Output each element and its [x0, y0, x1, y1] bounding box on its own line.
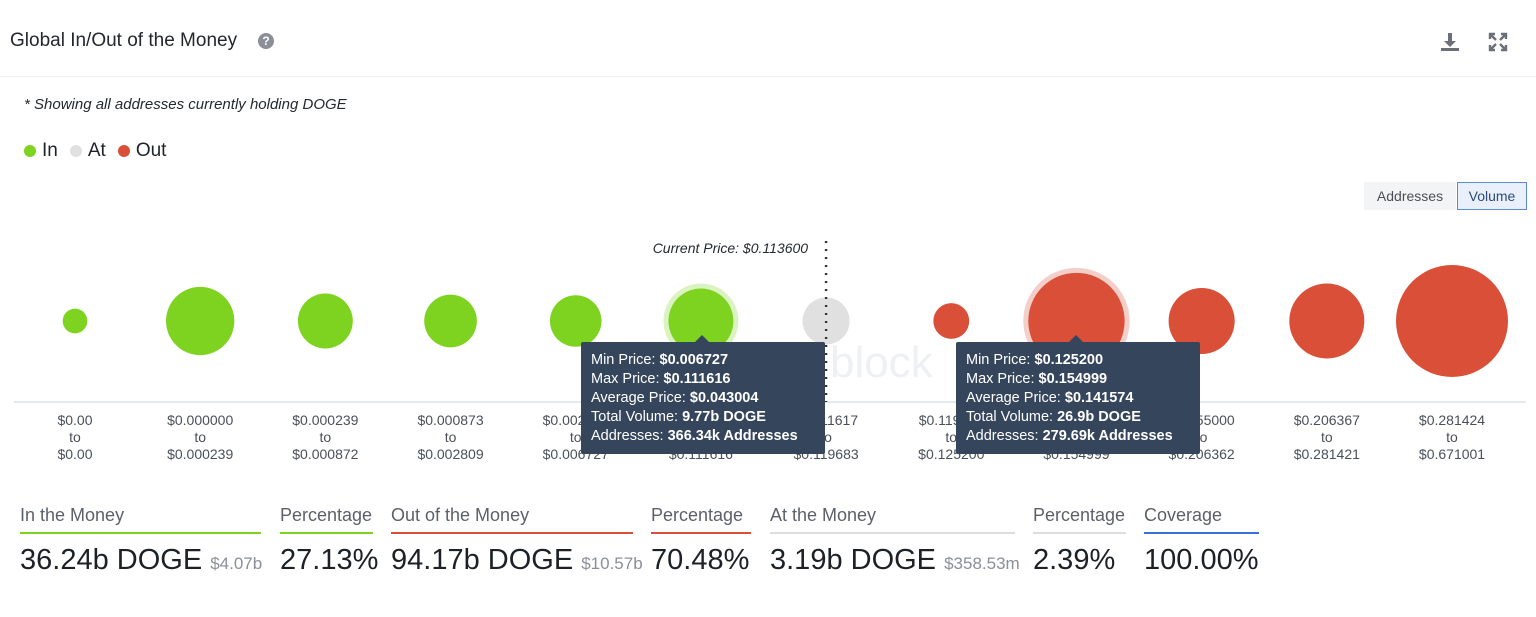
range-to-word: to	[444, 429, 457, 445]
bubble-out[interactable]	[1168, 287, 1235, 355]
range-to-word: to	[569, 429, 582, 445]
tooltip-addresses: Addresses: 279.69k Addresses	[966, 428, 1173, 444]
stat-value: 94.17b DOGE $10.57b	[391, 544, 643, 576]
range-label: $0.206367 to $0.281421	[1267, 412, 1387, 463]
stat-label: Percentage	[651, 505, 751, 534]
range-to-word: to	[820, 429, 832, 445]
question-circle-icon[interactable]: ?	[258, 33, 274, 49]
bubble-in[interactable]	[297, 293, 353, 349]
stat-value: 27.13%	[280, 544, 379, 576]
tooltip-arrow	[695, 335, 709, 342]
chart-header: Global In/Out of the Money ?	[0, 0, 1536, 77]
range-to-word: to	[1446, 429, 1458, 445]
bubble-out[interactable]	[1396, 265, 1508, 377]
range-label: $0.000000 to $0.000239	[140, 412, 260, 463]
legend-label-at: At	[87, 140, 106, 161]
stat-out-of-the-money: Out of the Money 94.17b DOGE $10.57b	[391, 505, 643, 577]
stat-label: At the Money	[770, 505, 1015, 534]
range-label: $0.281424 to $0.671001	[1392, 412, 1512, 463]
bubble-at[interactable]	[802, 297, 850, 345]
legend-label-out: Out	[135, 140, 167, 161]
addresses-toggle-button[interactable]: Addresses	[1364, 182, 1456, 210]
stat-at-the-money: At the Money 3.19b DOGE $358.53m	[770, 505, 1020, 577]
stat-out-percentage: Percentage 70.48%	[651, 505, 751, 577]
range-from: $0.00	[57, 412, 93, 428]
stat-value: 100.00%	[1144, 544, 1259, 576]
legend-dot-out	[117, 145, 130, 157]
range-to-word: to	[319, 429, 332, 445]
tooltip-arrow	[1069, 335, 1083, 342]
stat-label: Coverage	[1144, 505, 1259, 534]
range-from: $0.000000	[167, 412, 234, 428]
stat-value: 3.19b DOGE $358.53m	[770, 544, 1020, 576]
watermark-text: block	[830, 338, 934, 387]
range-to-word: to	[1195, 429, 1208, 445]
bubble-in[interactable]	[668, 288, 734, 354]
range-from: $0.281424	[1418, 412, 1486, 428]
range-to-word: to	[1320, 429, 1333, 445]
bubble-in[interactable]	[424, 294, 477, 348]
legend-item-at[interactable]: At	[69, 140, 106, 162]
range-to: $0.002809	[417, 446, 484, 462]
stat-label: Out of the Money	[391, 505, 633, 534]
bubble-in[interactable]	[166, 286, 235, 356]
range-from: $0.000239	[292, 412, 359, 428]
bucket-tooltip: Min Price: $0.125200 Max Price: $0.15499…	[956, 335, 1200, 454]
bubble-in[interactable]	[549, 295, 602, 347]
range-to-word: to	[194, 429, 207, 445]
tooltip-max-price: Max Price: $0.111616	[591, 371, 731, 387]
range-label: $0.000239 to $0.000872	[265, 412, 385, 463]
holders-note: * Showing all addresses currently holdin…	[24, 96, 347, 113]
stat-value: 70.48%	[651, 544, 750, 576]
tooltip-min-price: Min Price: $0.125200	[966, 352, 1104, 368]
stat-in-the-money: In the Money 36.24b DOGE $4.07b	[20, 505, 263, 577]
bubble-in[interactable]	[62, 308, 88, 334]
tooltip-total-volume: Total Volume: 26.9b DOGE	[966, 409, 1141, 425]
stat-at-percentage: Percentage 2.39%	[1033, 505, 1126, 577]
legend-item-out[interactable]: Out	[117, 140, 167, 162]
range-to: $0.000872	[292, 446, 359, 462]
stat-label: In the Money	[20, 505, 261, 534]
tooltip-min-price: Min Price: $0.006727	[591, 352, 729, 368]
bucket-tooltip: Min Price: $0.006727 Max Price: $0.11161…	[581, 335, 825, 454]
legend-item-in[interactable]: In	[24, 140, 58, 162]
tooltip-avg-price: Average Price: $0.141574	[966, 390, 1134, 406]
range-to: $0.671001	[1418, 446, 1486, 462]
range-label: $0.00 to $0.00	[15, 412, 135, 463]
volume-toggle-button[interactable]: Volume	[1457, 182, 1527, 210]
stat-value: 2.39%	[1033, 544, 1116, 576]
legend-dot-at	[69, 145, 82, 157]
stat-label: Percentage	[280, 505, 373, 534]
download-icon[interactable]	[1438, 30, 1462, 54]
chart-title: Global In/Out of the Money	[10, 30, 238, 51]
expand-icon[interactable]	[1486, 30, 1510, 54]
range-to-word: to	[945, 429, 958, 445]
range-to-word: to	[69, 429, 81, 445]
range-to: $0.00	[57, 446, 93, 462]
stat-value: 36.24b DOGE $4.07b	[20, 544, 263, 576]
bubble-out[interactable]	[933, 303, 970, 339]
range-to: $0.000239	[167, 446, 234, 462]
legend: In At Out	[24, 140, 166, 162]
stat-label: Percentage	[1033, 505, 1126, 534]
tooltip-total-volume: Total Volume: 9.77b DOGE	[591, 409, 766, 425]
stat-coverage: Coverage 100.00%	[1144, 505, 1259, 577]
range-from: $0.000873	[417, 412, 484, 428]
range-to: $0.281421	[1293, 446, 1360, 462]
tooltip-max-price: Max Price: $0.154999	[966, 371, 1108, 387]
tooltip-addresses: Addresses: 366.34k Addresses	[591, 428, 798, 444]
range-label: $0.000873 to $0.002809	[391, 412, 511, 463]
range-from: $0.206367	[1293, 412, 1360, 428]
legend-label-in: In	[42, 140, 58, 161]
legend-dot-in	[24, 145, 36, 157]
bubble-out[interactable]	[1289, 283, 1365, 359]
tooltip-avg-price: Average Price: $0.043004	[591, 390, 759, 406]
current-price-label: Current Price: $0.113600	[653, 240, 809, 256]
stat-in-percentage: Percentage 27.13%	[280, 505, 379, 577]
